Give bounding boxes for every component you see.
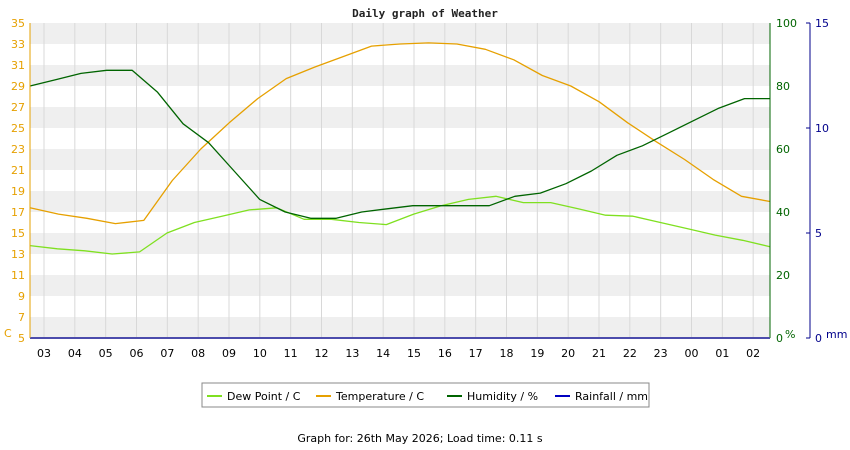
humidity-tick-label: 40: [776, 206, 790, 219]
x-tick-label: 03: [37, 347, 51, 360]
x-tick-label: 22: [623, 347, 637, 360]
x-tick-label: 10: [253, 347, 267, 360]
grid-lines: [43, 23, 754, 338]
background-band: [30, 233, 770, 254]
humidity-tick-label: 0: [776, 332, 783, 345]
humidity-tick-label: 80: [776, 80, 790, 93]
series-line: [29, 195, 771, 255]
legend-label: Dew Point / C: [227, 390, 301, 403]
rainfall-tick-label: 15: [815, 17, 829, 30]
series-line: [29, 69, 770, 219]
humidity-axis-ticks: 0 20 40 60 80 100: [776, 17, 797, 345]
x-tick-label: 14: [376, 347, 390, 360]
temperature-tick-label: 13: [11, 248, 25, 261]
temperature-tick-label: 29: [11, 80, 25, 93]
humidity-tick-label: 100: [776, 17, 797, 30]
temperature-tick-label: 19: [11, 185, 25, 198]
x-tick-label: 16: [438, 347, 452, 360]
background-band: [30, 149, 770, 170]
temperature-tick-label: 11: [11, 269, 25, 282]
x-tick-label: 20: [561, 347, 575, 360]
series-line: [29, 42, 771, 225]
footer-text: Graph for: 26th May 2026; Load time: 0.1…: [297, 432, 543, 445]
rainfall-tick-label: 0: [815, 332, 822, 345]
humidity-tick-label: 60: [776, 143, 790, 156]
temperature-tick-label: 23: [11, 143, 25, 156]
temperature-tick-label: 17: [11, 206, 25, 219]
axis-lines: [29, 22, 811, 339]
legend-label: Temperature / C: [335, 390, 424, 403]
legend-label: Rainfall / mm: [575, 390, 648, 403]
temperature-tick-label: 27: [11, 101, 25, 114]
background-band: [30, 23, 770, 44]
temperature-tick-label: 35: [11, 17, 25, 30]
x-tick-label: 05: [99, 347, 113, 360]
chart-title: Daily graph of Weather: [352, 7, 498, 20]
humidity-unit-label: %: [785, 328, 795, 341]
x-tick-label: 00: [685, 347, 699, 360]
legend-box: [201, 382, 650, 408]
x-tick-label: 08: [191, 347, 205, 360]
x-tick-label: 17: [469, 347, 483, 360]
legend: Dew Point / C Temperature / C Humidity / %…: [201, 382, 650, 408]
temperature-tick-label: 25: [11, 122, 25, 135]
temperature-axis-ticks: 5 7 9 11 13 15 17 19 21 23 25 27 29 31 33 35: [11, 17, 25, 345]
legend-label: Humidity / %: [467, 390, 538, 403]
x-tick-label: 18: [500, 347, 514, 360]
x-tick-label: 19: [530, 347, 544, 360]
temperature-tick-label: 31: [11, 59, 25, 72]
background-band: [30, 317, 770, 338]
x-tick-label: 11: [284, 347, 298, 360]
x-tick-label: 07: [160, 347, 174, 360]
temperature-tick-label: 33: [11, 38, 25, 51]
x-tick-label: 04: [68, 347, 82, 360]
temperature-tick-label: 7: [18, 311, 25, 324]
rainfall-unit-label: mm: [826, 328, 847, 341]
x-tick-label: 21: [592, 347, 606, 360]
rainfall-axis-ticks: 0 5 10 15: [815, 17, 829, 345]
temperature-tick-label: 15: [11, 227, 25, 240]
x-tick-label: 02: [746, 347, 760, 360]
background-band: [30, 65, 770, 86]
rainfall-tick-label: 5: [815, 227, 822, 240]
x-tick-label: 13: [345, 347, 359, 360]
time-axis-ticks: 03 04 05 06 07 08 09 10 11 12 13 14 15 16 17 18 19 20 21 22…: [37, 347, 760, 360]
temperature-tick-label: 9: [18, 290, 25, 303]
background-band: [30, 275, 770, 296]
background-band: [30, 191, 770, 212]
humidity-tick-label: 20: [776, 269, 790, 282]
background-band: [30, 107, 770, 128]
x-tick-label: 01: [715, 347, 729, 360]
plot-background: [30, 23, 770, 338]
temperature-unit-label: C: [4, 327, 12, 340]
x-tick-label: 06: [130, 347, 144, 360]
x-tick-label: 09: [222, 347, 236, 360]
temperature-tick-label: 21: [11, 164, 25, 177]
rainfall-tick-label: 10: [815, 122, 829, 135]
temperature-tick-label: 5: [18, 332, 25, 345]
x-tick-label: 15: [407, 347, 421, 360]
x-tick-label: 23: [654, 347, 668, 360]
x-tick-label: 12: [315, 347, 329, 360]
